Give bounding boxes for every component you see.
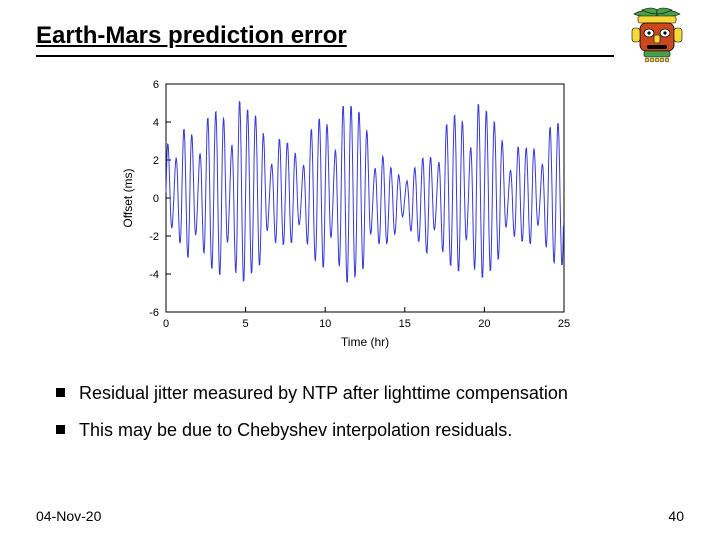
bullet-icon <box>56 425 65 434</box>
svg-text:5: 5 <box>243 318 249 330</box>
bullet-text: This may be due to Chebyshev interpolati… <box>79 419 512 442</box>
svg-text:Time (hr): Time (hr) <box>341 335 389 349</box>
bullet-icon <box>56 388 65 397</box>
footer-page-number: 40 <box>668 508 684 524</box>
svg-text:25: 25 <box>558 318 570 330</box>
svg-text:10: 10 <box>319 318 331 330</box>
svg-text:Offset (ms): Offset (ms) <box>121 168 135 227</box>
bullet-text: Residual jitter measured by NTP after li… <box>79 382 568 405</box>
svg-text:4: 4 <box>153 117 159 129</box>
offset-time-chart: 0 5 10 15 20 25 -6 -4 -2 0 2 4 6 Time (hr) Offset (ms) <box>118 74 574 352</box>
decorative-clipart <box>624 6 690 66</box>
svg-text:0: 0 <box>153 193 159 205</box>
svg-text:15: 15 <box>399 318 411 330</box>
page-title: Earth-Mars prediction error <box>36 22 347 49</box>
svg-text:-6: -6 <box>149 307 159 319</box>
svg-text:20: 20 <box>478 318 490 330</box>
footer-date: 04-Nov-20 <box>36 508 101 524</box>
svg-text:0: 0 <box>163 318 169 330</box>
svg-text:6: 6 <box>153 79 159 91</box>
bullet-item: Residual jitter measured by NTP after li… <box>56 382 680 405</box>
bullet-list: Residual jitter measured by NTP after li… <box>56 382 680 456</box>
svg-text:-4: -4 <box>149 269 159 281</box>
bullet-item: This may be due to Chebyshev interpolati… <box>56 419 680 442</box>
title-rule <box>36 55 614 57</box>
svg-text:-2: -2 <box>149 231 159 243</box>
svg-text:2: 2 <box>153 155 159 167</box>
